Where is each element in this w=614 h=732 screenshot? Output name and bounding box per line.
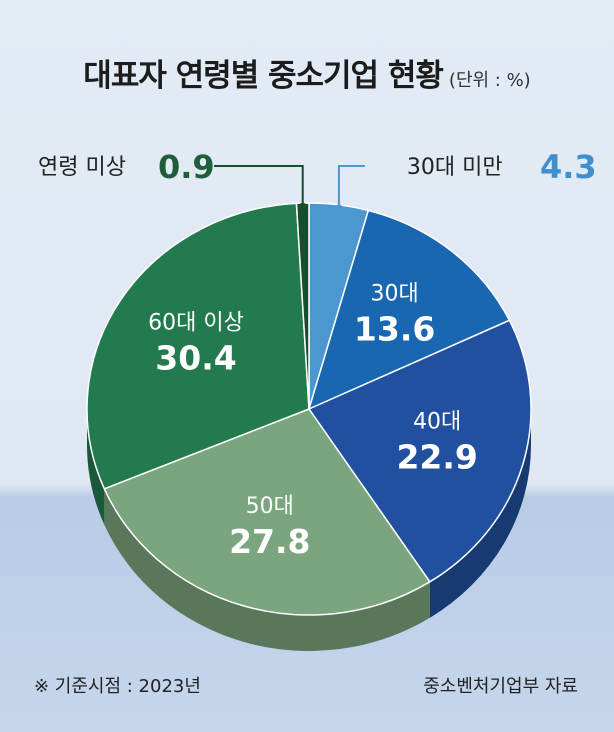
leader-line — [337, 165, 365, 208]
slice-value-label: 27.8 — [229, 522, 310, 561]
slice-value-label: 30.4 — [155, 339, 236, 378]
pie-label-group: 30대 미만 4.3 30대 13.6 40대 22.9 50대 27.8 60대 이상 30.4… — [38, 148, 597, 561]
pie-slice-3 — [308, 319, 532, 583]
chart-title: 대표자 연령별 중소기업 현황 (단위 : %) — [0, 50, 614, 95]
pie-slice-5 — [86, 202, 310, 490]
pie-slice-2 — [308, 209, 511, 410]
pie-top-group — [86, 202, 532, 616]
pie-side-4 — [104, 488, 430, 651]
pie-side-3 — [429, 409, 531, 618]
slice-value-label: 13.6 — [354, 309, 435, 348]
outside-category-label: 연령 미상 — [38, 155, 126, 180]
outside-category-label: 30대 미만 — [407, 155, 503, 180]
slice-value-label: 22.9 — [396, 438, 477, 477]
leader-dot — [299, 202, 307, 210]
slice-category-label: 30대 — [371, 281, 419, 306]
chart-title-text: 대표자 연령별 중소기업 현황 — [83, 58, 444, 94]
source-credit: 중소벤처기업부 자료 — [423, 676, 578, 697]
outside-value-label: 0.9 — [158, 148, 215, 186]
slice-category-label: 50대 — [246, 494, 294, 519]
leader-dot — [335, 204, 343, 212]
leader-line — [214, 165, 304, 207]
unit-label: (단위 : %) — [448, 70, 531, 91]
slice-category-label: 40대 — [413, 410, 461, 435]
slice-category-label: 60대 이상 — [148, 311, 244, 336]
pie-slice-4 — [103, 408, 431, 616]
outside-value-label: 4.3 — [540, 148, 597, 186]
footnote: ※ 기준시점 : 2023년 — [34, 676, 201, 697]
